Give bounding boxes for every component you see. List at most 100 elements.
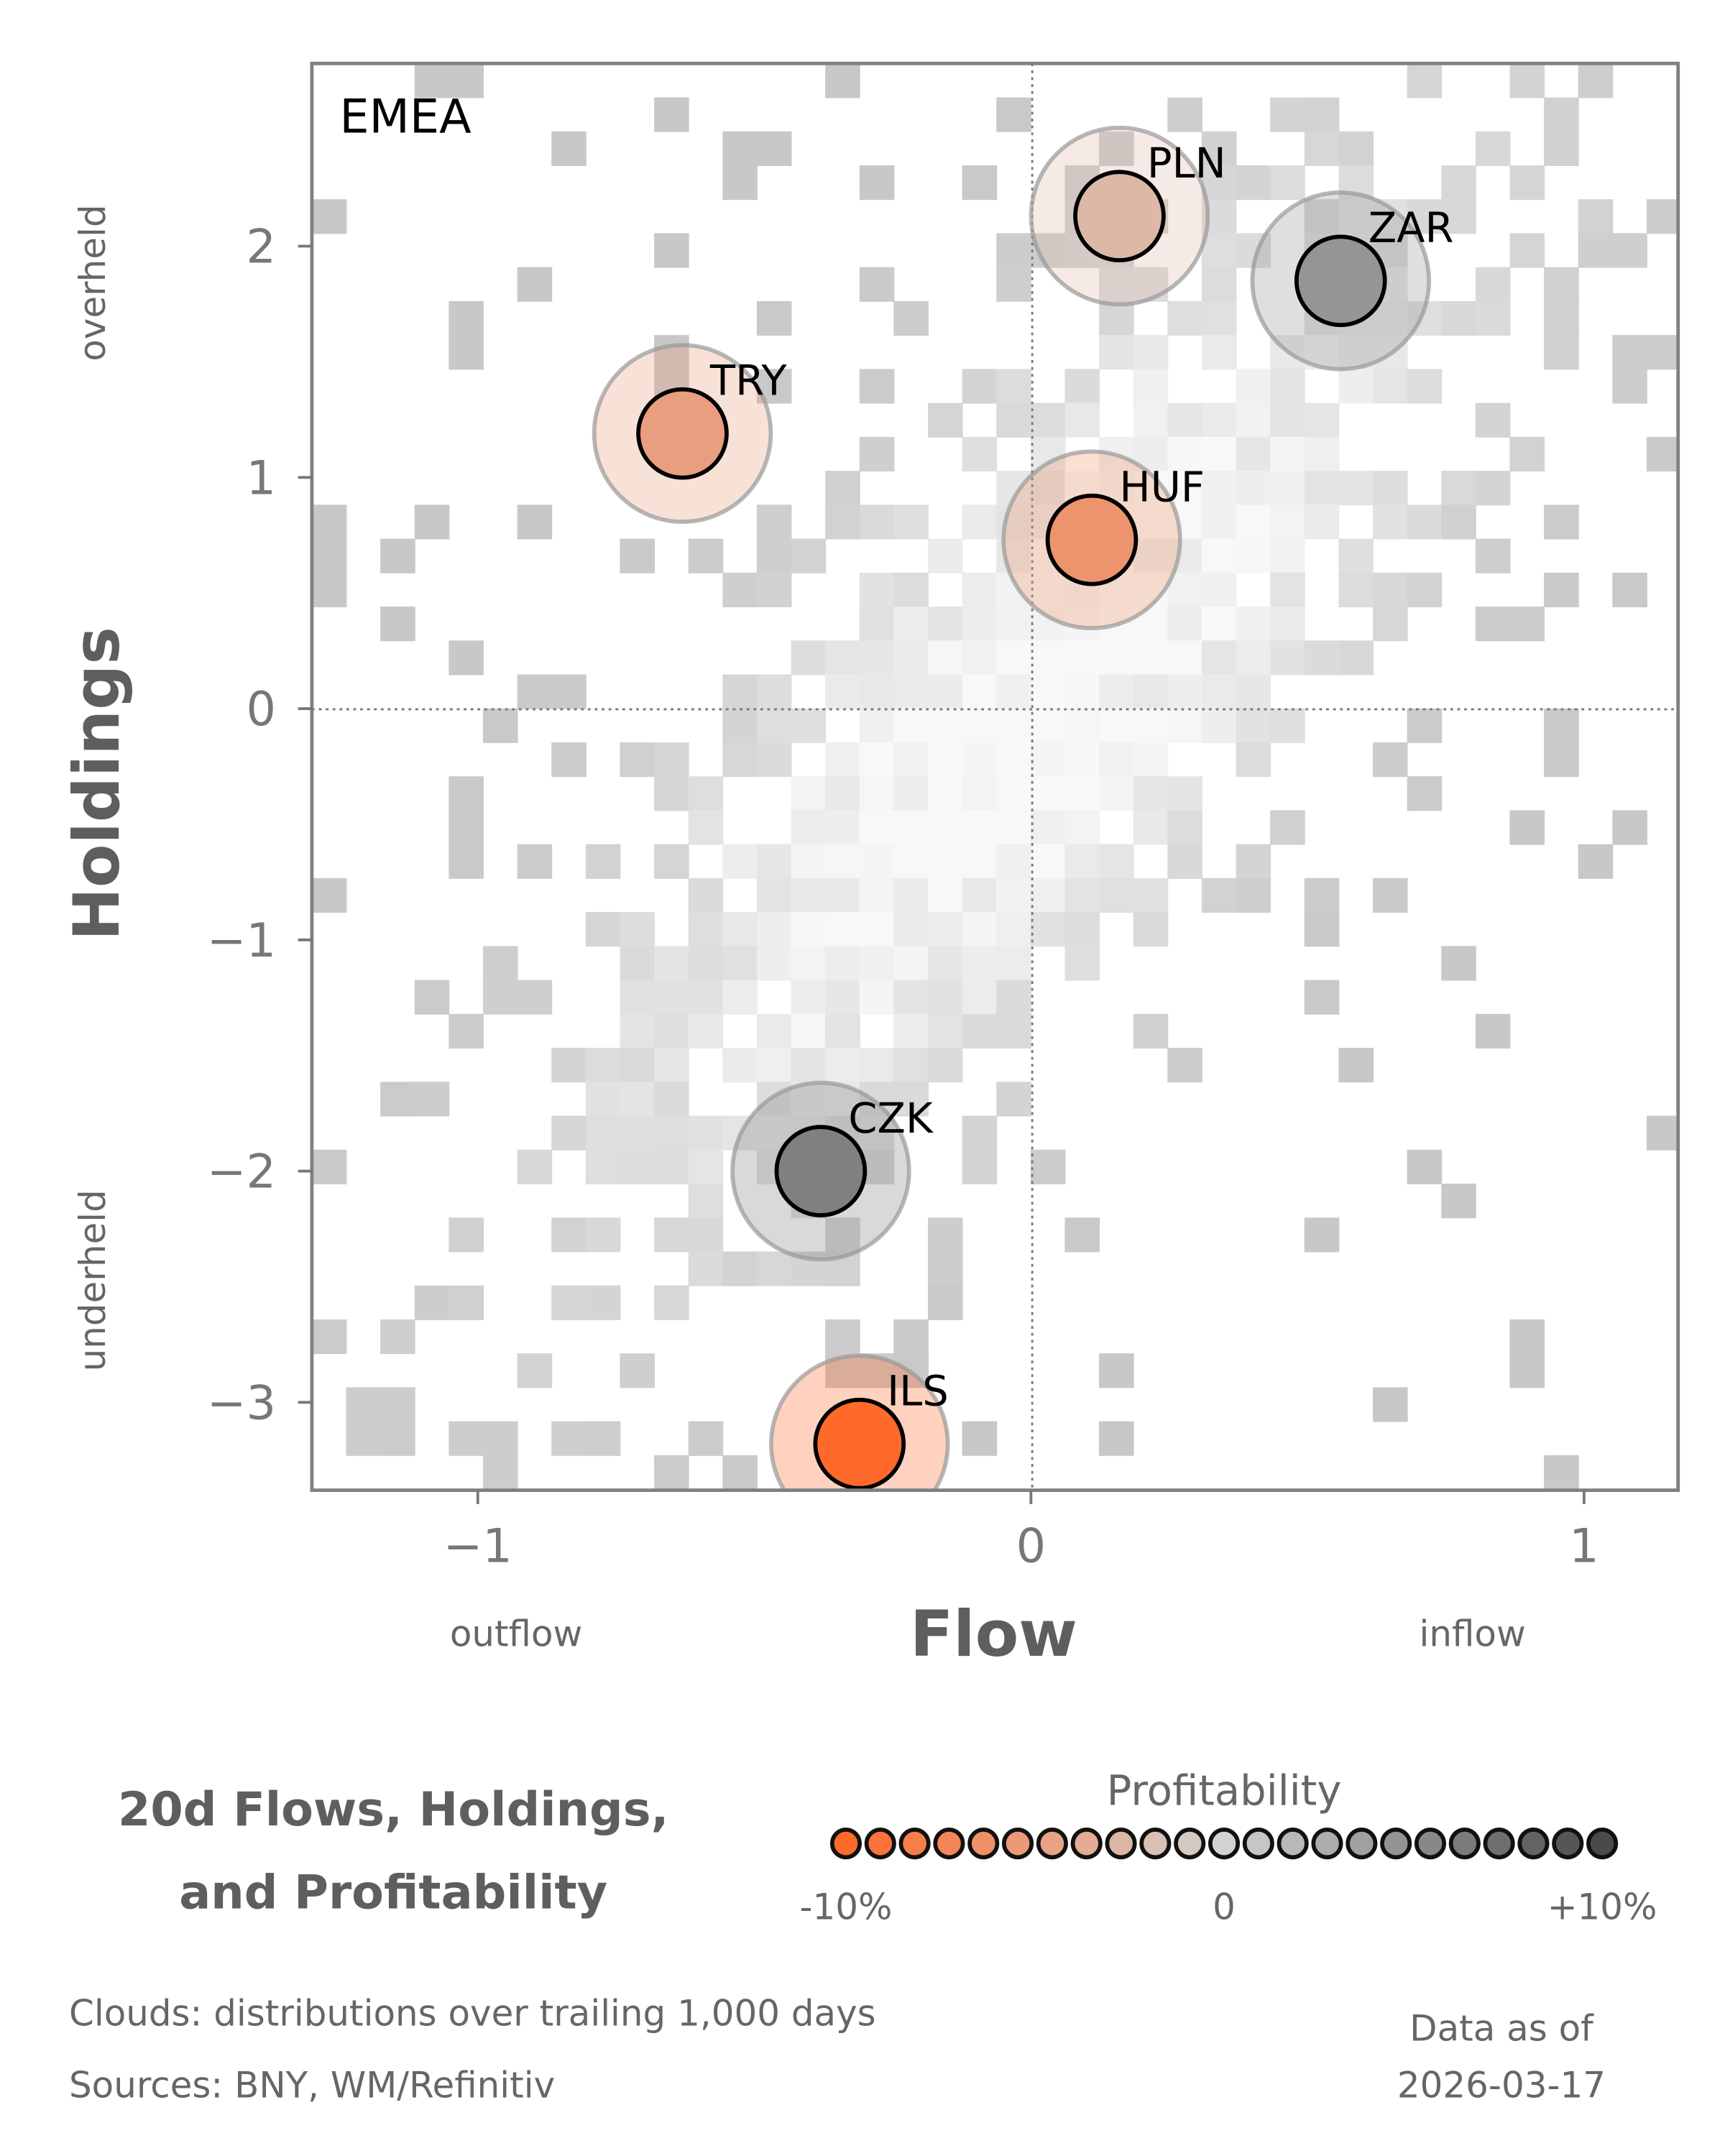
cloud-cell	[1236, 436, 1271, 472]
cloud-cell	[346, 1421, 382, 1456]
cloud-cell	[1064, 912, 1100, 947]
cloud-cell	[1544, 300, 1579, 336]
cloud-cell	[688, 1421, 724, 1456]
cloud-cell	[517, 674, 553, 709]
cloud-cell	[756, 1048, 792, 1083]
cloud-cell	[1167, 674, 1202, 709]
cloud-cell	[311, 1319, 347, 1355]
cloud-cell	[996, 607, 1031, 642]
cloud-cell	[825, 810, 860, 845]
cloud-cell	[585, 1217, 621, 1253]
cloud-cell	[1099, 742, 1134, 778]
cloud-cell	[722, 708, 758, 743]
cloud-cell	[688, 810, 724, 845]
cloud-cell	[756, 131, 792, 166]
cloud-cell	[1475, 300, 1511, 336]
legend-swatch	[1139, 1828, 1172, 1860]
cloud-cell	[654, 97, 689, 132]
legend-swatch	[829, 1828, 862, 1860]
cloud-cell	[1064, 810, 1100, 845]
cloud-cell	[1167, 708, 1202, 743]
cloud-cell	[654, 233, 689, 268]
point-marker	[636, 387, 729, 480]
cloud-cell	[825, 505, 860, 540]
cloud-cell	[483, 980, 518, 1015]
cloud-cell	[756, 708, 792, 743]
cloud-cell	[928, 708, 963, 743]
cloud-cell	[791, 776, 827, 811]
cloud-cell	[1338, 572, 1374, 607]
cloud-cell	[1236, 471, 1271, 506]
cloud-cell	[756, 674, 792, 709]
cloud-cell	[722, 1455, 758, 1491]
legend-swatch	[1346, 1828, 1378, 1860]
cloud-cell	[654, 946, 689, 981]
cloud-cell	[1646, 335, 1678, 370]
cloud-cell	[996, 1082, 1031, 1117]
cloud-cell	[1236, 742, 1271, 778]
cloud-cell	[722, 165, 758, 201]
cloud-cell	[1270, 97, 1305, 132]
y-tick-label: 0	[246, 682, 276, 737]
cloud-cell	[1236, 640, 1271, 676]
cloud-cell	[654, 1082, 689, 1117]
cloud-cell	[756, 1251, 792, 1286]
cloud-cell	[1201, 165, 1237, 201]
cloud-cell	[654, 742, 689, 778]
cloud-cell	[1304, 640, 1340, 676]
point-marker	[813, 1397, 906, 1491]
cloud-cell	[722, 946, 758, 981]
point-label: PLN	[1147, 139, 1226, 188]
cloud-cell	[1030, 674, 1066, 709]
cloud-cell	[756, 946, 792, 981]
cloud-cell	[1064, 369, 1100, 404]
cloud-cell	[1373, 1387, 1408, 1422]
cloud-cell	[859, 640, 895, 676]
cloud-cell	[1544, 267, 1579, 302]
cloud-cell	[311, 199, 347, 234]
cloud-cell	[859, 946, 895, 981]
cloud-cell	[1201, 300, 1237, 336]
cloud-cell	[483, 946, 518, 981]
cloud-cell	[1373, 742, 1408, 778]
cloud-cell	[1133, 877, 1169, 913]
cloud-cell	[756, 1082, 792, 1117]
cloud-cell	[448, 810, 484, 845]
axis-ticks: −1 0 1 2 1 0 −1 −2 −3	[207, 220, 1599, 1574]
cloud-cell	[1304, 505, 1340, 540]
cloud-cell	[1167, 607, 1202, 642]
y-tick-label: 2	[246, 220, 276, 275]
cloud-cell	[448, 776, 484, 811]
cloud-cell	[1270, 505, 1305, 540]
cloud-cell	[1304, 97, 1340, 132]
cloud-cell	[654, 980, 689, 1015]
cloud-cell	[620, 1013, 656, 1049]
cloud-cell	[893, 607, 929, 642]
cloud-cell	[1612, 335, 1647, 370]
cloud-cell	[996, 810, 1031, 845]
cloud-cell	[722, 844, 758, 879]
point-try: TRY	[592, 343, 787, 524]
y-tick-label: 1	[246, 451, 276, 505]
cloud-cell	[1612, 233, 1647, 268]
cloud-cell	[859, 980, 895, 1015]
cloud-cell	[1270, 471, 1305, 506]
cloud-cell	[996, 402, 1031, 438]
cloud-cell	[1475, 471, 1511, 506]
point-label: CZK	[848, 1095, 934, 1143]
cloud-cell	[996, 912, 1031, 947]
point-pln: PLN	[1029, 125, 1226, 307]
cloud-cell	[654, 1013, 689, 1049]
cloud-cell	[620, 912, 656, 947]
cloud-cell	[928, 776, 963, 811]
cloud-cell	[1407, 708, 1443, 743]
cloud-cell	[1236, 402, 1271, 438]
cloud-cell	[517, 844, 553, 879]
cloud-cell	[1646, 199, 1678, 234]
cloud-cell	[414, 1082, 450, 1117]
cloud-cell	[962, 369, 998, 404]
cloud-cell	[551, 1115, 586, 1151]
cloud-cell	[1030, 844, 1066, 879]
cloud-cell	[928, 1217, 963, 1253]
cloud-cell	[1270, 165, 1305, 201]
